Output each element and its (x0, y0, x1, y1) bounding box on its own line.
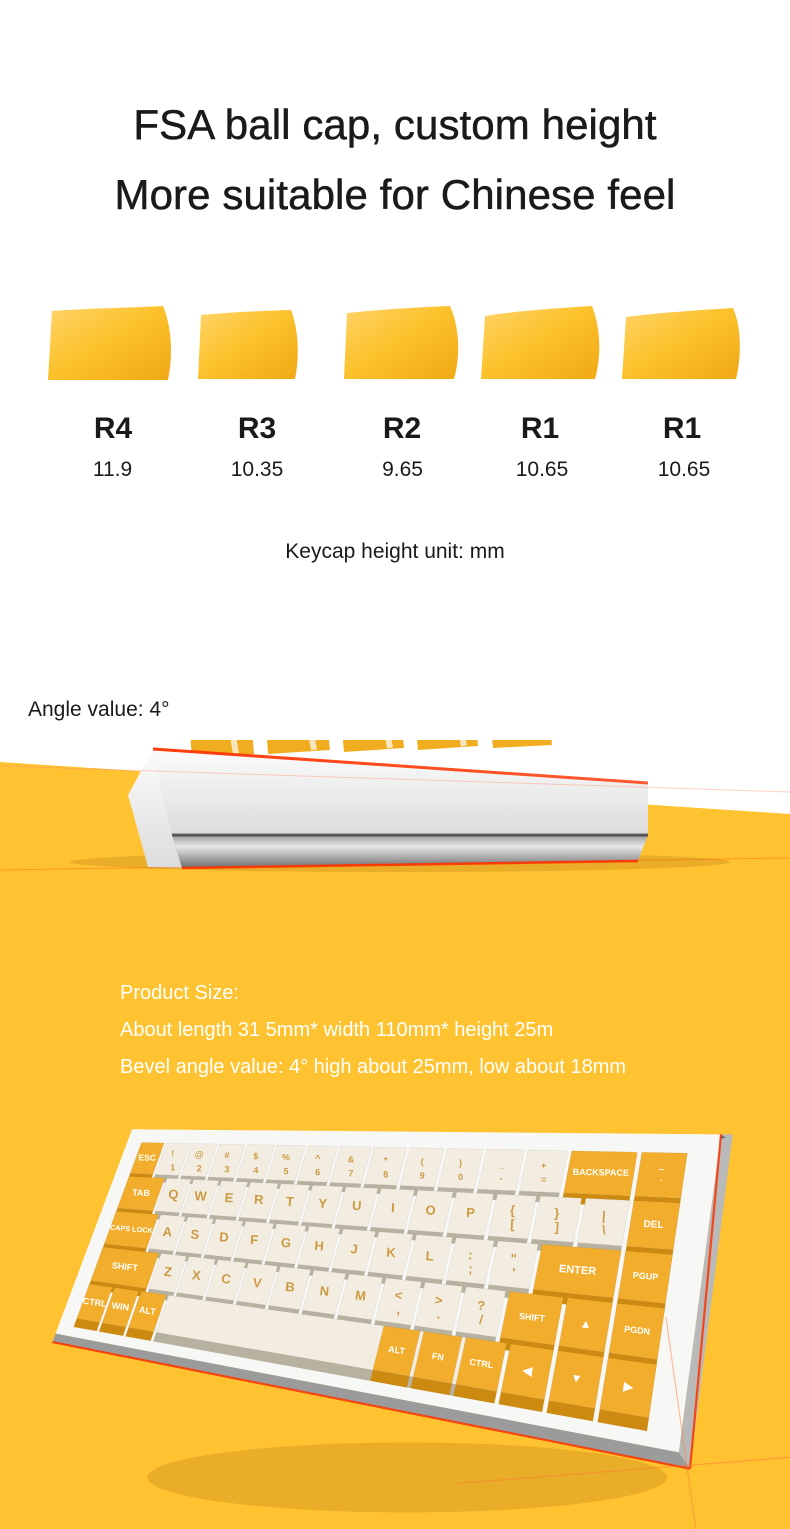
svg-text:": " (510, 1251, 517, 1266)
svg-text:T: T (286, 1194, 295, 1209)
svg-text:M: M (354, 1288, 366, 1304)
svg-text:I: I (391, 1200, 395, 1215)
svg-text:ESC: ESC (138, 1152, 156, 1162)
svg-text:9: 9 (420, 1171, 425, 1181)
svg-text:@: @ (195, 1149, 204, 1159)
svg-text:): ) (459, 1158, 462, 1168)
svg-text:4: 4 (253, 1165, 258, 1175)
svg-text:^: ^ (315, 1153, 321, 1163)
svg-text:]: ] (554, 1219, 559, 1234)
svg-text:!: ! (171, 1148, 174, 1158)
svg-text:W: W (194, 1188, 208, 1204)
svg-text:=: = (541, 1175, 546, 1185)
svg-text:6: 6 (315, 1167, 320, 1177)
svg-text:3: 3 (224, 1164, 229, 1174)
svg-text:#: # (224, 1150, 229, 1160)
svg-text:▲: ▲ (579, 1316, 592, 1331)
svg-text:(: ( (421, 1157, 424, 1167)
svg-text:8: 8 (383, 1169, 388, 1179)
svg-text:1: 1 (170, 1162, 175, 1172)
svg-text:~: ~ (658, 1164, 663, 1174)
svg-text:K: K (386, 1245, 397, 1261)
svg-text:G: G (280, 1235, 291, 1251)
svg-text:A: A (162, 1224, 173, 1240)
svg-text:+: + (541, 1161, 546, 1171)
svg-text:L: L (425, 1248, 434, 1264)
svg-text:&: & (348, 1154, 355, 1164)
svg-text:F: F (250, 1232, 259, 1248)
svg-text:R: R (254, 1192, 265, 1207)
svg-text:S: S (190, 1227, 200, 1243)
svg-text:FN: FN (431, 1351, 444, 1363)
svg-text:O: O (425, 1202, 436, 1217)
svg-text:%: % (282, 1152, 290, 1162)
svg-text:5: 5 (284, 1166, 289, 1176)
svg-text:Q: Q (168, 1187, 179, 1202)
svg-text:7: 7 (348, 1168, 353, 1178)
svg-text:}: } (554, 1205, 560, 1220)
svg-text:PGUP: PGUP (632, 1270, 658, 1282)
svg-text:H: H (314, 1238, 325, 1254)
svg-text:BACKSPACE: BACKSPACE (573, 1167, 630, 1178)
svg-text:E: E (224, 1190, 234, 1205)
svg-text:P: P (466, 1205, 476, 1220)
svg-text:B: B (285, 1279, 296, 1295)
svg-text:TAB: TAB (132, 1187, 151, 1198)
svg-text:Y: Y (318, 1196, 328, 1211)
svg-text:N: N (319, 1283, 330, 1299)
svg-text:0: 0 (458, 1172, 463, 1182)
svg-text:{: { (510, 1203, 516, 1218)
svg-text:J: J (350, 1241, 358, 1257)
svg-text:|: | (602, 1208, 606, 1223)
svg-text:`: ` (660, 1178, 663, 1188)
svg-text:Z: Z (163, 1264, 173, 1280)
svg-text:-: - (500, 1173, 503, 1183)
svg-text:2: 2 (197, 1163, 202, 1173)
svg-text:U: U (352, 1198, 362, 1213)
svg-text:D: D (219, 1229, 230, 1245)
svg-text:▼: ▼ (570, 1371, 584, 1387)
svg-text:DEL: DEL (643, 1219, 663, 1231)
svg-text:$: $ (253, 1151, 258, 1161)
